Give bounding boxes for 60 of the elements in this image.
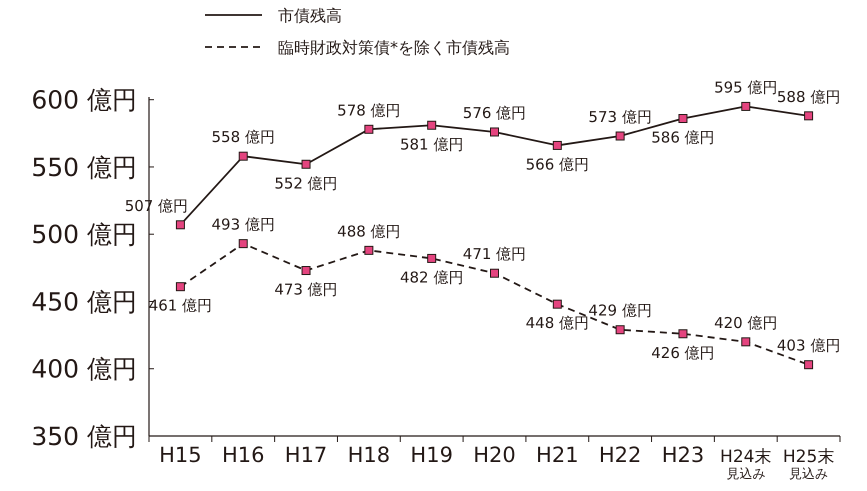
- data-label: 488 億円: [337, 222, 401, 240]
- point: [678, 114, 688, 124]
- y-tick-label: 350 億円: [31, 422, 137, 451]
- point: [427, 120, 436, 130]
- y-tick-label: 600 億円: [31, 86, 137, 115]
- data-label: 595 億円: [714, 78, 778, 96]
- point: [364, 124, 374, 134]
- point: [552, 140, 562, 150]
- data-label: 566 億円: [526, 155, 590, 174]
- point: [490, 127, 499, 136]
- point: [238, 152, 248, 161]
- legend-label: 市債残高: [278, 6, 342, 25]
- legend-label: 臨時財政対策債*を除く市債残高: [278, 38, 510, 57]
- data-label: 448 億円: [526, 314, 590, 332]
- x-tick-label: H21: [536, 443, 579, 467]
- point: [176, 282, 185, 292]
- x-tick-label: H17: [284, 443, 328, 467]
- data-label: 588 億円: [776, 88, 840, 106]
- data-label: 578 億円: [337, 101, 401, 120]
- data-label: 482 億円: [400, 268, 464, 286]
- data-label: 581 億円: [400, 135, 464, 154]
- point: [427, 254, 436, 263]
- point: [616, 132, 625, 141]
- x-tick-label: H15: [159, 443, 202, 467]
- data-label: 558 億円: [212, 128, 275, 146]
- point: [238, 239, 248, 248]
- data-label: 426 億円: [651, 344, 715, 362]
- x-tick-label: H16: [222, 443, 264, 467]
- x-tick-label: H23: [662, 443, 704, 467]
- point: [804, 111, 814, 120]
- data-label: 420 億円: [714, 314, 778, 332]
- point: [616, 325, 625, 334]
- x-tick-label: H19: [410, 443, 453, 467]
- x-tick-label: H18: [348, 443, 390, 467]
- point: [176, 220, 185, 230]
- point: [552, 300, 562, 309]
- x-tick-label: H20: [473, 443, 516, 467]
- data-label: 403 億円: [776, 336, 840, 355]
- data-label: 493 億円: [212, 216, 275, 234]
- point: [741, 102, 750, 111]
- point: [490, 268, 499, 278]
- data-label: 576 億円: [462, 104, 526, 122]
- data-label: 461 億円: [148, 296, 212, 315]
- y-tick-label: 550 億円: [31, 152, 137, 182]
- data-label: 552 億円: [274, 174, 338, 192]
- point: [364, 246, 374, 255]
- point: [678, 329, 688, 338]
- point: [804, 360, 814, 370]
- data-label: 573 億円: [588, 108, 652, 126]
- data-label: 471 億円: [462, 245, 526, 264]
- point: [302, 160, 311, 169]
- y-tick-label: 450 億円: [31, 287, 137, 316]
- data-label: 473 億円: [274, 280, 338, 299]
- y-tick-label: 400 億円: [31, 354, 137, 384]
- point: [302, 266, 311, 276]
- y-tick-label: 500 億円: [31, 220, 137, 250]
- data-label: 429 億円: [588, 302, 652, 320]
- point: [741, 337, 750, 346]
- x-tick-label: H22: [598, 443, 642, 467]
- data-label: 586 億円: [651, 128, 715, 147]
